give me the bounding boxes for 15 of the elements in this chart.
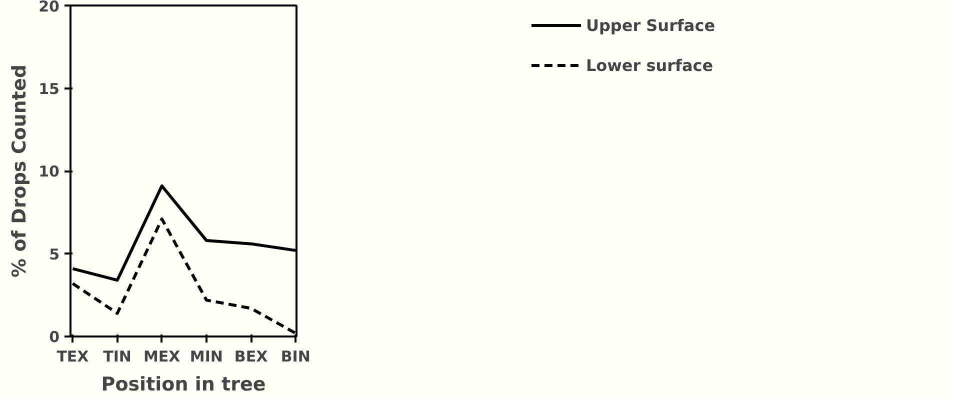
- legend-label: Lower surface: [586, 56, 714, 74]
- x-tick-label: TEX: [56, 348, 90, 366]
- x-axis-title: Position in tree: [101, 374, 266, 396]
- x-tick-label: MEX: [144, 348, 181, 366]
- y-axis-title: % of Drops Counted: [8, 64, 31, 278]
- x-tick-label: MIN: [190, 348, 223, 366]
- x-tick-label: TIN: [103, 348, 132, 366]
- y-tick-label: 20: [38, 0, 60, 16]
- legend-label: Upper Surface: [586, 16, 716, 34]
- y-tick-label: 15: [38, 80, 60, 98]
- y-tick-label: 5: [49, 245, 60, 264]
- x-tick-label: BIN: [280, 348, 310, 366]
- y-tick-label: 10: [38, 162, 60, 180]
- y-tick-label: 0: [49, 328, 60, 346]
- x-tick-label: BEX: [234, 348, 268, 366]
